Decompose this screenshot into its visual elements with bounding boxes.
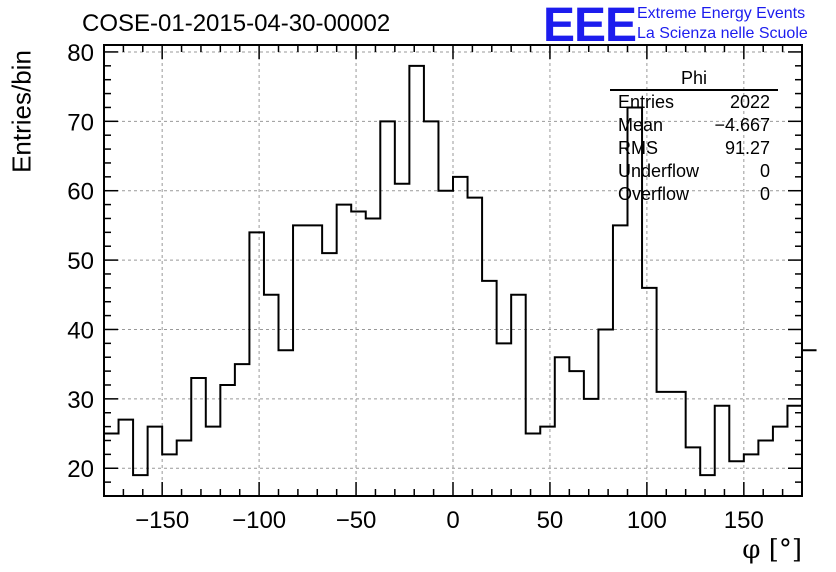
stat-label: Entries <box>618 92 675 112</box>
histogram-bin <box>744 454 759 496</box>
histogram-bin <box>526 434 541 496</box>
stat-label: Underflow <box>618 161 700 181</box>
histogram-bin <box>511 295 526 496</box>
y-tick-label: 60 <box>67 179 94 206</box>
eee-logo: EEE <box>543 0 637 52</box>
stats-box: Phi Entries 2022 Mean −4.667 RMS 91.27 U… <box>610 69 778 206</box>
histogram-bin <box>177 440 192 496</box>
stat-value: 91.27 <box>724 138 770 158</box>
histogram-bin <box>264 295 279 496</box>
histogram-bin <box>613 225 628 496</box>
logo-line-2: La Scienza nelle Scuole <box>637 25 808 42</box>
histogram-bin <box>758 440 773 496</box>
x-tick-label: 100 <box>627 507 667 534</box>
histogram-bin <box>584 399 599 496</box>
stat-row-overflow: Overflow 0 <box>610 183 778 206</box>
histogram-bin <box>700 475 715 496</box>
histogram-bin <box>438 191 453 496</box>
x-tick-label: −100 <box>232 507 286 534</box>
y-tick-label: 80 <box>67 40 94 67</box>
y-tick-label: 20 <box>67 456 94 483</box>
y-axis-label: Entries/bin <box>6 50 37 173</box>
y-tick-label: 30 <box>67 387 94 414</box>
histogram-bin <box>308 225 323 496</box>
stat-label: Overflow <box>618 184 690 204</box>
stat-row-mean: Mean −4.667 <box>610 114 778 137</box>
ticks <box>103 45 803 497</box>
logo-line-1: Extreme Energy Events <box>637 5 806 22</box>
stat-label: Mean <box>618 115 664 135</box>
x-tick-label: −50 <box>336 507 377 534</box>
histogram-bin <box>468 198 483 496</box>
stat-row-underflow: Underflow 0 <box>610 160 778 183</box>
chart-title: COSE-01-2015-04-30-00002 <box>82 10 391 37</box>
histogram-bin <box>249 232 264 496</box>
x-tick-label: −150 <box>135 507 189 534</box>
histogram-bin <box>686 447 701 496</box>
y-tick-label: 70 <box>67 109 94 136</box>
histogram-bin <box>802 350 817 496</box>
stat-value: 2022 <box>729 92 770 112</box>
stat-value: −4.667 <box>714 115 770 135</box>
histogram-bin <box>191 378 206 496</box>
histogram-bars <box>104 64 817 496</box>
histogram-bin <box>773 427 788 496</box>
histogram-bin <box>715 406 730 496</box>
histogram-bin <box>162 454 177 496</box>
stats-title: Phi <box>610 69 778 91</box>
histogram-bin <box>119 420 134 496</box>
histogram-bin <box>540 427 555 496</box>
x-tick-label: 150 <box>724 507 764 534</box>
stat-value: 0 <box>759 161 770 181</box>
histogram-bin <box>133 475 148 496</box>
histogram-bin <box>148 427 163 496</box>
stat-label: RMS <box>618 138 658 158</box>
x-axis-label: φ [°] <box>742 535 802 565</box>
x-tick-label: 0 <box>446 507 459 534</box>
histogram-bin <box>322 253 337 496</box>
histogram-bin <box>569 371 584 496</box>
histogram-bin <box>657 392 672 496</box>
histogram-bin <box>351 212 366 496</box>
histogram-bin <box>293 225 308 496</box>
histogram-bin <box>220 385 235 496</box>
histogram-bin <box>337 205 352 496</box>
histogram-bin <box>380 121 395 496</box>
histogram-bin <box>424 121 439 496</box>
stat-value: 0 <box>759 184 770 204</box>
histogram-bin <box>482 281 497 496</box>
histogram-bin <box>206 427 221 496</box>
stat-row-rms: RMS 91.27 <box>610 137 778 160</box>
histogram-bin <box>104 434 119 496</box>
y-tick-label: 50 <box>67 248 94 275</box>
histogram-bin <box>235 364 250 496</box>
histogram-bin <box>642 288 657 496</box>
histogram-bin <box>497 343 512 496</box>
tick-labels: −150 −100 −50 0 50 100 150 20 30 40 50 60 70 80 <box>67 40 764 534</box>
histogram-bin <box>729 461 744 496</box>
stat-row-entries: Entries 2022 <box>610 91 778 114</box>
histogram-bin <box>598 329 613 496</box>
histogram-bin <box>279 350 294 496</box>
histogram-outline <box>104 64 817 477</box>
histogram-bin <box>366 218 381 496</box>
histogram-bin <box>395 184 410 496</box>
histogram-bin <box>671 392 686 496</box>
histogram-bin <box>453 177 468 496</box>
histogram-bin <box>409 66 424 496</box>
x-tick-label: 50 <box>537 507 564 534</box>
histogram-bin <box>555 357 570 496</box>
y-tick-label: 40 <box>67 317 94 344</box>
